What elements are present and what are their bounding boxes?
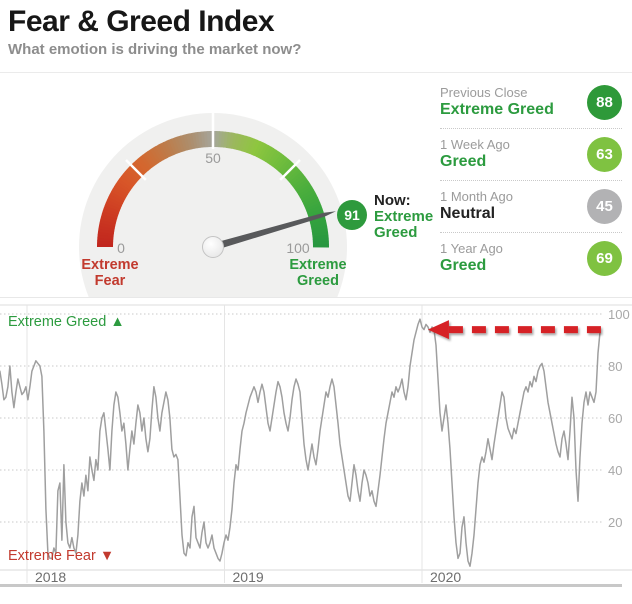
history-sentiment: Neutral (440, 205, 496, 223)
history-panel: Previous Close Extreme Greed 88 1 Week A… (440, 77, 622, 284)
gauge-needle (211, 211, 336, 251)
gauge-max-label-line1: Extreme (289, 257, 346, 273)
index-history-line (0, 318, 601, 567)
gauge-section: 0 50 100 Extreme Fear Extreme Greed 91 N… (0, 73, 632, 298)
now-value: 91 (344, 207, 360, 223)
gauge-tick-label-50: 50 (205, 150, 221, 166)
history-period-label: Previous Close (440, 84, 528, 100)
x-axis-year-label: 2018 (35, 569, 66, 585)
history-sentiment: Greed (440, 153, 487, 171)
y-axis-tick-label: 100 (608, 307, 630, 322)
chart-axis-labels: 100 80 60 40 20 2018 2019 2020 (35, 307, 630, 585)
history-sentiment: Greed (440, 257, 487, 275)
gauge-tick-label-100: 100 (286, 240, 310, 256)
gauge-min-label-line1: Extreme (81, 257, 138, 273)
now-sentiment-line1: Extreme (374, 208, 433, 225)
history-period-label: 1 Week Ago (440, 136, 510, 152)
history-value-badge: 69 (587, 241, 622, 276)
y-axis-tick-label: 40 (608, 463, 622, 478)
history-chart-section: 100 80 60 40 20 2018 2019 2020 Extreme Greed ▲ … (0, 304, 632, 599)
history-row-1-year: 1 Year Ago Greed 69 (440, 233, 622, 284)
page-subtitle: What emotion is driving the market now? (8, 41, 302, 58)
history-row-previous-close: Previous Close Extreme Greed 88 (440, 77, 622, 129)
gauge-tick-mark (125, 159, 147, 181)
history-value-badge: 88 (587, 85, 622, 120)
gauge-tick-label-0: 0 (117, 240, 125, 256)
gauge-min-label-line2: Fear (95, 273, 126, 289)
gauge-max-label-line2: Greed (297, 273, 339, 289)
gauge-white-ticks (125, 111, 301, 181)
y-axis-tick-label: 80 (608, 359, 622, 374)
header: Fear & Greed Index What emotion is drivi… (0, 0, 632, 73)
history-value-badge: 45 (587, 189, 622, 224)
page-title: Fear & Greed Index (8, 5, 275, 38)
now-label: Now: (374, 192, 411, 209)
extreme-fear-axis-label: Extreme Fear ▼ (8, 548, 114, 564)
history-period-label: 1 Month Ago (440, 188, 513, 204)
history-value-badge: 63 (587, 137, 622, 172)
history-row-1-week: 1 Week Ago Greed 63 (440, 129, 622, 181)
chart-gridlines (0, 304, 632, 587)
gauge-tick-mark (279, 159, 301, 181)
y-axis-tick-label: 60 (608, 411, 622, 426)
now-sentiment-line2: Greed (374, 224, 417, 241)
x-axis-year-label: 2019 (233, 569, 264, 585)
history-sentiment: Extreme Greed (440, 101, 554, 119)
history-row-1-month: 1 Month Ago Neutral 45 (440, 181, 622, 233)
record-high-arrow (427, 320, 604, 340)
fear-greed-gauge: 0 50 100 Extreme Fear Extreme Greed 91 N… (79, 111, 433, 297)
x-axis-year-label: 2020 (430, 569, 461, 585)
y-axis-tick-label: 20 (608, 515, 622, 530)
now-value-badge (337, 200, 367, 230)
gauge-needle-hub (202, 236, 224, 258)
extreme-greed-axis-label: Extreme Greed ▲ (8, 314, 125, 330)
history-period-label: 1 Year Ago (440, 240, 503, 256)
